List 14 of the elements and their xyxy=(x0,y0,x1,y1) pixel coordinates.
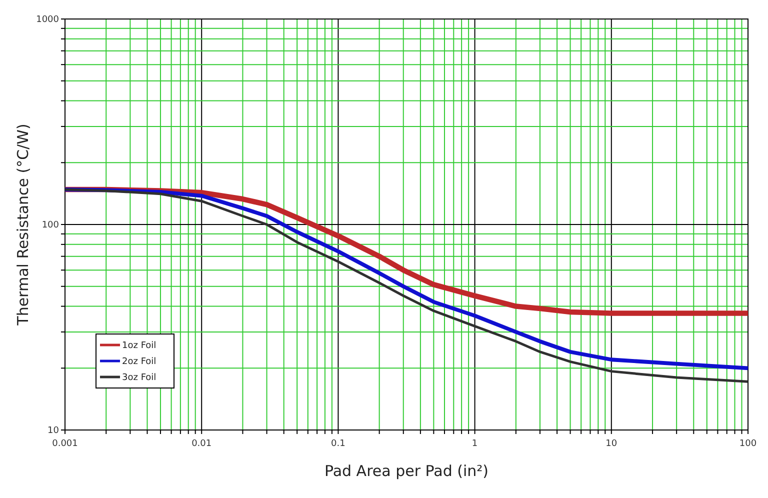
x-tick-label: 0.001 xyxy=(52,439,78,449)
legend-label: 1oz Foil xyxy=(122,341,156,351)
y-tick-label: 1000 xyxy=(36,15,60,25)
x-tick-label: 0.1 xyxy=(331,439,346,449)
y-axis-title: Thermal Resistance (°C/W) xyxy=(14,124,32,326)
y-tick-label: 10 xyxy=(48,426,60,436)
x-axis-title: Pad Area per Pad (in²) xyxy=(324,462,489,480)
x-tick-label: 0.01 xyxy=(192,439,212,449)
legend-label: 3oz Foil xyxy=(122,373,156,383)
legend-label: 2oz Foil xyxy=(122,357,156,367)
x-tick-label: 1 xyxy=(472,439,478,449)
x-tick-label: 100 xyxy=(739,439,757,449)
y-tick-label: 100 xyxy=(42,220,60,230)
x-tick-label: 10 xyxy=(606,439,618,449)
